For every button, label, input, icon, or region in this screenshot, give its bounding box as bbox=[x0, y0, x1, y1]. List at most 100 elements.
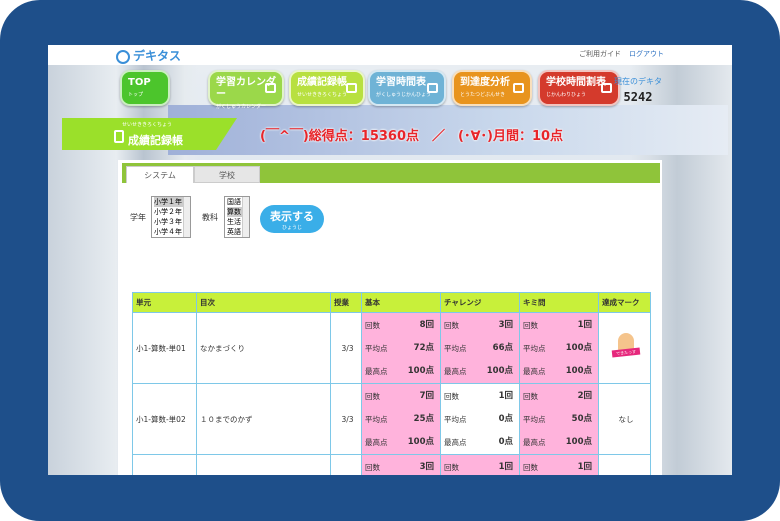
column-header: キミ問 bbox=[519, 292, 599, 313]
grade-listbox[interactable]: 小学１年 小学２年 小学３年 小学４年 bbox=[151, 196, 191, 238]
nav-icon bbox=[513, 83, 524, 93]
stat-value: 100点 bbox=[565, 365, 592, 376]
mark-cell: できたっす bbox=[598, 312, 651, 384]
logo[interactable]: デキタス bbox=[116, 47, 181, 64]
unit-cell: 小1-算数-単01 bbox=[132, 312, 197, 384]
nav-label: TOP bbox=[128, 77, 151, 88]
show-button-ruby: ひょうじ bbox=[281, 225, 302, 231]
mark-cell: できたっす bbox=[598, 454, 651, 475]
stat-value: 2回 bbox=[577, 390, 592, 401]
grade-option[interactable]: 小学２年 bbox=[154, 208, 182, 216]
stat-value: 0点 bbox=[498, 413, 513, 424]
scrollbar[interactable] bbox=[242, 197, 249, 237]
column-header: 単元 bbox=[132, 292, 197, 313]
header: デキタス ご利用ガイド ログアウト bbox=[48, 45, 732, 65]
challenge-stats: 回数 1回 平均点 0点 最高点 0点 bbox=[440, 383, 520, 455]
stat-label: 回数 bbox=[365, 391, 380, 401]
nav-icon bbox=[265, 83, 276, 93]
subject-option[interactable]: 英語 bbox=[227, 228, 241, 236]
nav-button-2[interactable]: 成績記録帳 せいせききろくちょう bbox=[289, 70, 365, 106]
stat-value: 8回 bbox=[419, 319, 434, 330]
stat-label: 回数 bbox=[523, 320, 538, 330]
stat-label: 回数 bbox=[444, 391, 459, 401]
stat-value: 100点 bbox=[486, 365, 513, 376]
lessons-cell: 5/5 bbox=[330, 454, 362, 475]
stat-label: 回数 bbox=[523, 462, 538, 472]
nav-button-5[interactable]: 学校時間割表 じかんわりひょう bbox=[538, 70, 620, 106]
stat-value: 0点 bbox=[498, 436, 513, 447]
stat-value: 100点 bbox=[407, 365, 434, 376]
basic-stats: 回数 8回 平均点 72点 最高点 100点 bbox=[361, 312, 441, 384]
page-title: せいせききろくちょう成績記録帳 bbox=[62, 118, 237, 150]
stat-label: 平均点 bbox=[444, 343, 467, 353]
unit-cell: 小1-算数-単03 bbox=[132, 454, 197, 475]
nav-sub: せいせききろくちょう bbox=[297, 92, 348, 98]
stat-label: 平均点 bbox=[444, 414, 467, 424]
scrollbar[interactable] bbox=[183, 197, 190, 237]
subject-label: 教科 bbox=[202, 213, 218, 222]
subject-option[interactable]: 国語 bbox=[227, 198, 241, 206]
title-cell: なんばんめ bbox=[196, 454, 331, 475]
achievement-mark-icon: できたっす bbox=[611, 333, 641, 361]
stat-label: 最高点 bbox=[365, 437, 388, 447]
nav-button-3[interactable]: 学習時間表 がくしゅうじかんひょう bbox=[368, 70, 446, 106]
results-table: 単元 目次 授業 基本 チャレンジ キミ問 達成マーク 小1-算数-単01 なかまづくり 3/3… bbox=[132, 292, 651, 475]
nav-button-4[interactable]: 到達度分析 とうたつどぶんせき bbox=[452, 70, 532, 106]
page: デキタス ご利用ガイド ログアウト TOP トップ 学習カレンダー がくしゅうカレンダー… bbox=[48, 45, 732, 475]
show-button[interactable]: 表示する ひょうじ bbox=[260, 205, 324, 233]
nav-label: 学習カレンダー bbox=[216, 77, 276, 100]
stat-label: 回数 bbox=[365, 320, 380, 330]
title-text: 成績記録帳 bbox=[128, 134, 183, 147]
basic-stats: 回数3回平均点40点最高点100点 bbox=[361, 454, 441, 475]
title-ruby: せいせききろくちょう bbox=[122, 122, 173, 128]
mark-ribbon: できたっす bbox=[611, 347, 641, 358]
stat-value: 3回 bbox=[419, 461, 434, 472]
nav-sub: がくしゅうじかんひょう bbox=[376, 92, 432, 98]
stat-value: 1回 bbox=[498, 390, 513, 401]
subject-listbox[interactable]: 国語 算数 生活 英語 bbox=[224, 196, 250, 238]
logout-link[interactable]: ログアウト bbox=[629, 50, 664, 58]
background-sky bbox=[168, 105, 728, 155]
stat-label: 最高点 bbox=[523, 366, 546, 376]
stat-value: 1回 bbox=[577, 461, 592, 472]
table-row: 小1-算数-単01 なかまづくり 3/3 回数 8回 平均点 72点 最高点 100点 回数 3回平… bbox=[132, 312, 651, 384]
counter-label: 現在のデキタ bbox=[614, 77, 662, 86]
grade-option[interactable]: 小学４年 bbox=[154, 228, 182, 236]
grade-option[interactable]: 小学３年 bbox=[154, 218, 182, 226]
nav-icon bbox=[427, 83, 438, 93]
stat-value: 100点 bbox=[565, 436, 592, 447]
notebook-icon bbox=[114, 130, 124, 143]
stat-value: 1回 bbox=[577, 319, 592, 330]
nav-sub: じかんわりひょう bbox=[546, 92, 587, 98]
stat-label: 最高点 bbox=[444, 437, 467, 447]
stat-label: 回数 bbox=[444, 320, 459, 330]
mark-none: なし bbox=[618, 414, 634, 424]
stat-value: 3回 bbox=[498, 319, 513, 330]
nav-button-0[interactable]: TOP トップ bbox=[120, 70, 170, 106]
column-header: 授業 bbox=[330, 292, 362, 313]
tab-school[interactable]: 学校 bbox=[194, 166, 260, 183]
subject-option[interactable]: 算数 bbox=[227, 207, 249, 217]
guide-link[interactable]: ご利用ガイド bbox=[579, 50, 621, 58]
subject-option[interactable]: 生活 bbox=[227, 218, 241, 226]
grade-option[interactable]: 小学１年 bbox=[154, 197, 190, 207]
content-panel: システム 学校 学年 小学１年 小学２年 小学３年 小学４年 教科 国語 算数 … bbox=[118, 160, 662, 475]
stat-label: 回数 bbox=[444, 462, 459, 472]
stat-value: 72点 bbox=[413, 342, 434, 353]
nav-button-1[interactable]: 学習カレンダー がくしゅうカレンダー bbox=[208, 70, 284, 110]
column-header: チャレンジ bbox=[440, 292, 520, 313]
title-cell: １０までのかず bbox=[196, 383, 331, 455]
tab-system[interactable]: システム bbox=[126, 166, 194, 183]
logo-icon bbox=[116, 49, 130, 64]
column-header: 達成マーク bbox=[598, 292, 651, 313]
stat-label: 最高点 bbox=[365, 366, 388, 376]
tab-bar: システム 学校 bbox=[122, 163, 660, 183]
nav-label: 到達度分析 bbox=[460, 77, 510, 88]
stat-value: 66点 bbox=[492, 342, 513, 353]
challenge-stats: 回数 3回 平均点 66点 最高点 100点 bbox=[440, 312, 520, 384]
show-button-label: 表示する bbox=[270, 210, 314, 223]
stat-label: 回数 bbox=[365, 462, 380, 472]
